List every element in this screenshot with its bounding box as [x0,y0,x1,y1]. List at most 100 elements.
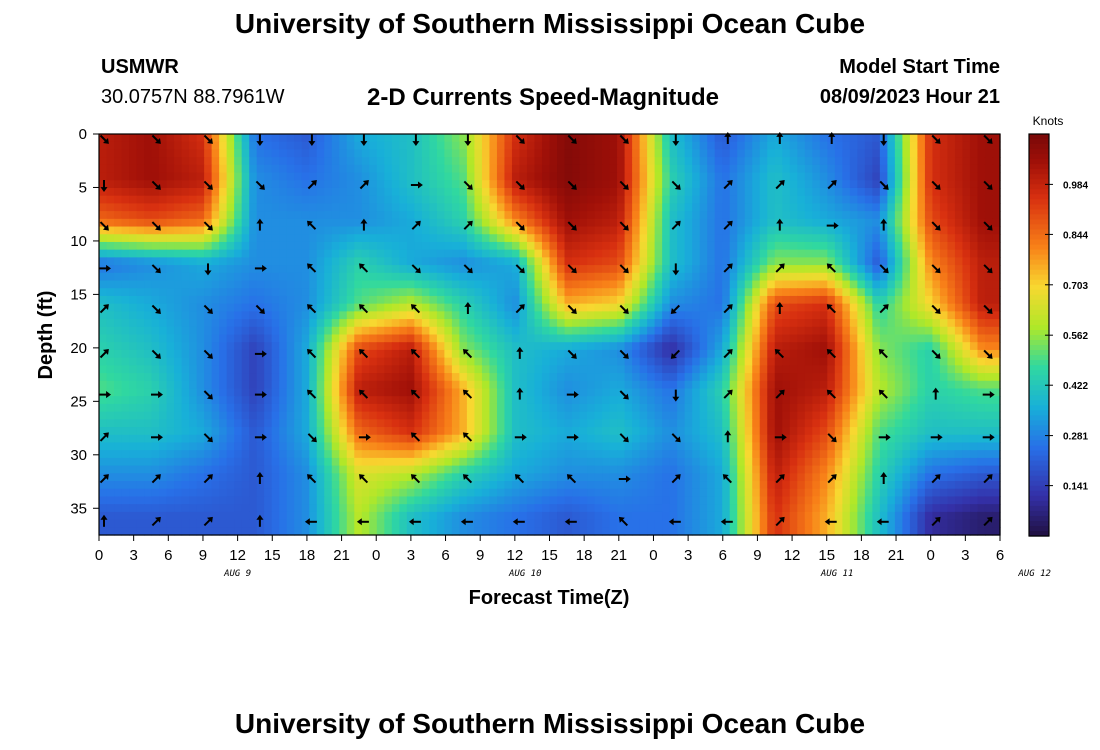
heatmap-cell [159,403,168,413]
heatmap-cell [519,311,528,320]
heatmap-cell [166,203,175,212]
heatmap-cell [864,319,873,328]
heatmap-cell [376,434,385,444]
heatmap-cell [241,311,250,320]
heatmap-cell [587,249,596,258]
heatmap-cell [181,334,190,343]
heatmap-cell [857,434,866,444]
heatmap-cell [504,218,513,228]
heatmap-cell [797,234,806,243]
heatmap-cell [549,342,558,351]
heatmap-cell [534,303,543,312]
heatmap-cell [406,326,415,336]
heatmap-cell [309,211,318,220]
heatmap-cell [534,149,543,158]
heatmap-cell [564,419,573,428]
heatmap-cell [714,319,723,328]
heatmap-cell [819,218,828,228]
heatmap-cell [797,288,806,297]
heatmap-cell [917,203,926,212]
heatmap-cell [406,272,415,282]
heatmap-cell [174,357,183,366]
heatmap-cell [354,411,363,420]
heatmap-cell [857,442,866,451]
heatmap-cell [324,326,333,336]
heatmap-cell [309,226,318,235]
heatmap-cell [241,326,250,336]
heatmap-cell [617,203,626,212]
heatmap-cell [789,373,798,382]
heatmap-cell [429,326,438,336]
heatmap-cell [932,373,941,382]
heatmap-cell [346,280,355,289]
heatmap-cell [797,211,806,220]
heatmap-cell [324,226,333,235]
heatmap-cell [647,427,656,436]
heatmap-cell [894,357,903,366]
heatmap-cell [699,396,708,405]
heatmap-cell [354,419,363,428]
heatmap-cell [294,380,303,390]
heatmap-cell [692,427,701,436]
heatmap-cell [819,303,828,312]
heatmap-cell [324,365,333,374]
heatmap-cell [361,380,370,390]
heatmap-cell [294,388,303,397]
heatmap-cell [256,157,265,166]
heatmap-cell [932,419,941,428]
heatmap-cell [887,365,896,374]
heatmap-cell [572,419,581,428]
heatmap-cell [526,195,536,204]
heatmap-cell [309,380,318,390]
heatmap-cell [662,249,671,258]
heatmap-cell [707,326,716,336]
heatmap-cell [842,280,851,289]
heatmap-cell [932,172,941,181]
heatmap-cell [354,134,363,143]
heatmap-cell [917,365,926,374]
heatmap-cell [654,411,663,420]
heatmap-cell [384,203,393,212]
heatmap-cell [354,241,363,251]
heatmap-cell [774,180,783,189]
heatmap-cell [489,295,498,305]
heatmap-cell [196,265,205,274]
heatmap-cell [331,172,340,181]
heatmap-cell [917,419,926,428]
heatmap-cell [159,226,168,235]
heatmap-cell [189,288,198,297]
heatmap-cell [324,442,333,451]
heatmap-cell [992,434,1001,444]
heatmap-cell [129,419,138,428]
heatmap-cell [722,380,731,390]
heatmap-cell [219,450,228,459]
heatmap-cell [662,380,671,390]
heatmap-cell [489,241,498,251]
heatmap-cell [144,157,153,166]
heatmap-cell [474,187,483,197]
heatmap-cell [519,365,528,374]
heatmap-cell [99,403,108,413]
heatmap-cell [534,265,543,274]
heatmap-cell [496,288,506,297]
heatmap-cell [744,265,753,274]
heatmap-cell [241,195,250,204]
heatmap-cell [436,388,445,397]
heatmap-cell [692,157,701,166]
heatmap-cell [564,388,573,397]
heatmap-cell [729,211,738,220]
heatmap-cell [692,218,701,228]
heatmap-cell [572,427,581,436]
heatmap-cell [917,396,926,405]
heatmap-cell [947,211,956,220]
heatmap-cell [902,203,911,212]
heatmap-cell [541,303,551,312]
heatmap-cell [181,149,190,158]
heatmap-cell [241,187,250,197]
heatmap-cell [902,303,911,312]
heatmap-cell [181,396,190,405]
heatmap-cell [166,419,175,428]
heatmap-cell [301,396,310,405]
heatmap-cell [602,311,611,320]
heatmap-cell [842,180,851,189]
